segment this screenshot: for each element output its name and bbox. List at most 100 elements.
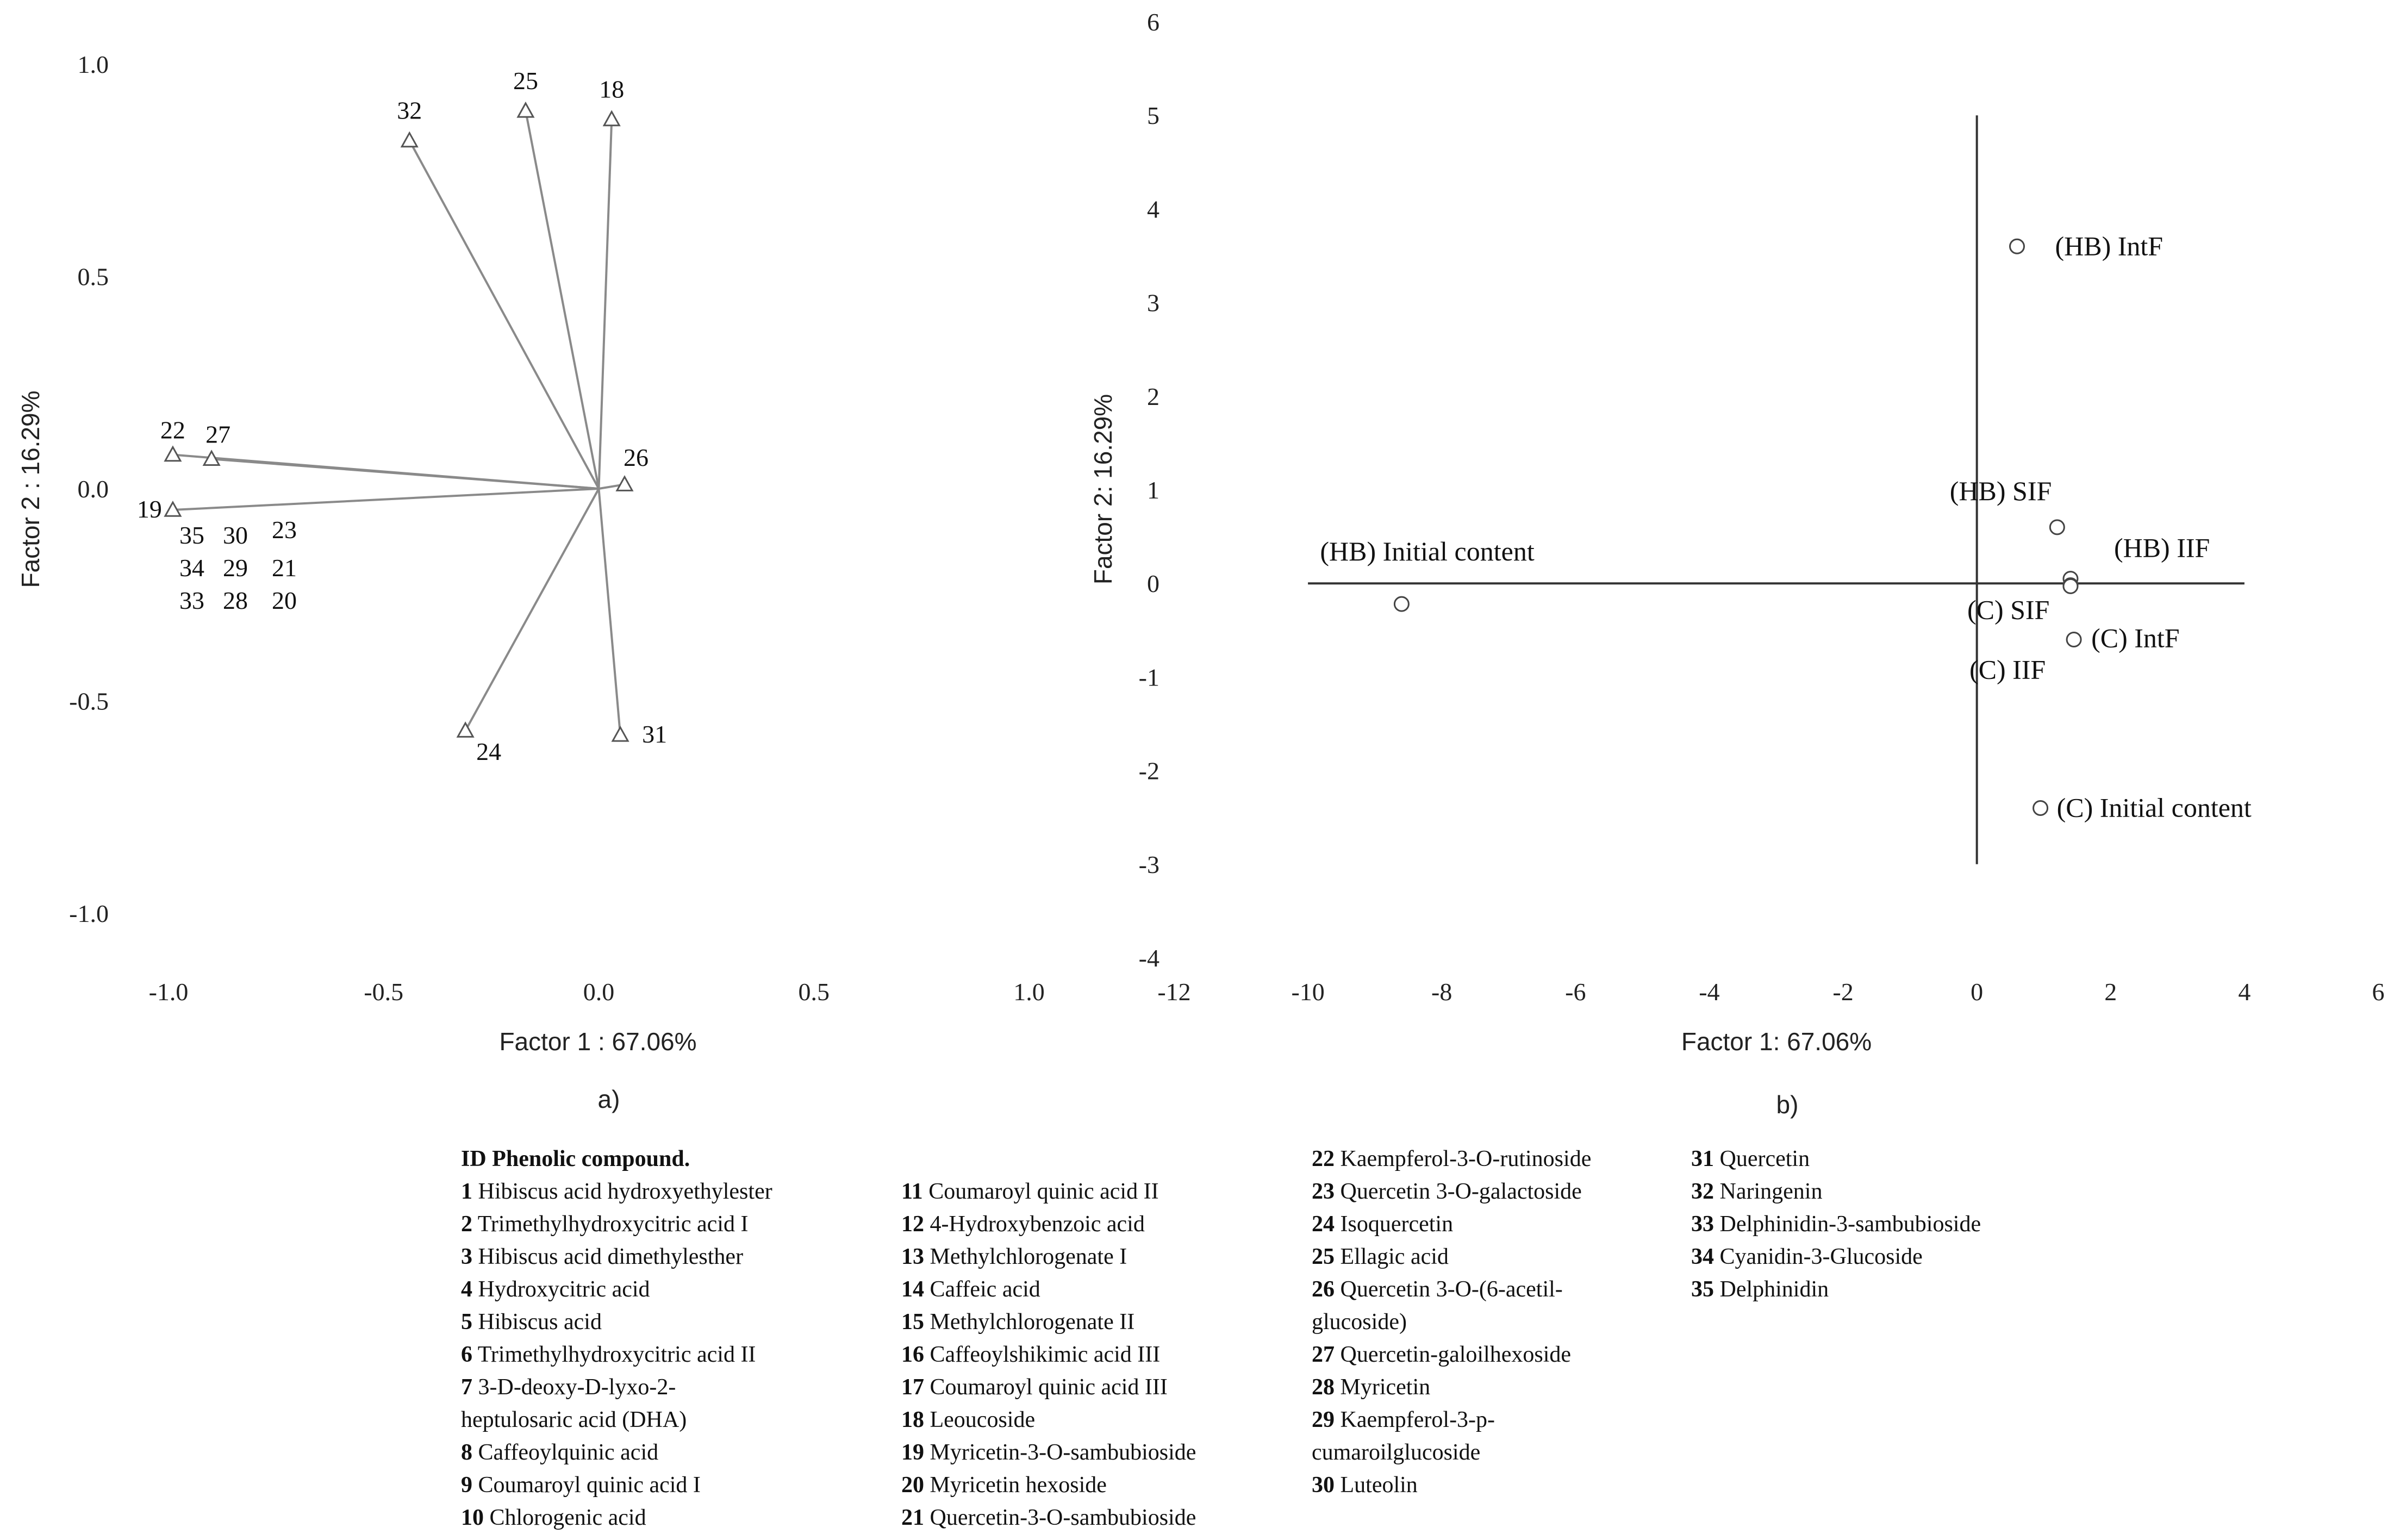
chart-b-y-tick-label: 4 — [1147, 195, 1159, 223]
legend-item-name: Trimethylhydroxycitric acid I — [472, 1212, 749, 1237]
legend-item-id: 21 — [901, 1505, 924, 1530]
legend-item: 2 Trimethylhydroxycitric acid I — [461, 1208, 772, 1240]
legend-item-id: 19 — [901, 1440, 924, 1465]
chart-a-vector-label: 27 — [205, 420, 230, 448]
chart-b-x-tick-label: -6 — [1565, 978, 1586, 1006]
legend-item-id: 29 — [1312, 1407, 1335, 1432]
chart-a-vector-marker — [456, 721, 475, 738]
legend-item: 19 Myricetin-3-O-sambubioside — [901, 1436, 1196, 1469]
legend-item: 23 Quercetin 3-O-galactoside — [1312, 1175, 1591, 1208]
legend-item: 25 Ellagic acid — [1312, 1240, 1591, 1273]
legend-item: 32 Naringenin — [1691, 1175, 1981, 1208]
chart-a-cluster-label: 33 — [179, 587, 204, 614]
chart-a-vector-line — [408, 140, 600, 489]
chart-b-point-label: (HB) SIF — [1950, 476, 2052, 506]
chart-a-panel-label: a) — [598, 1085, 620, 1113]
legend-item-id: 4 — [461, 1277, 472, 1302]
chart-b-y-tick-label: 1 — [1147, 476, 1159, 504]
legend-item: 4 Hydroxycitric acid — [461, 1273, 772, 1306]
chart-b-point — [2049, 519, 2065, 535]
chart-b-y-tick-label: 6 — [1147, 8, 1159, 36]
legend-item: 15 Methylchlorogenate II — [901, 1306, 1196, 1338]
chart-a-x-tick-label: 1.0 — [1013, 978, 1045, 1006]
legend-item-name: Methylchlorogenate II — [924, 1310, 1135, 1335]
chart-a-vector-marker — [611, 725, 629, 742]
legend-item-id: 34 — [1691, 1244, 1714, 1269]
chart-b-point — [2009, 238, 2025, 254]
chart-a-vector-line — [464, 488, 600, 732]
chart-b-x-tick-label: 6 — [2372, 978, 2385, 1006]
legend-item-name: Caffeic acid — [924, 1277, 1040, 1302]
legend-item: 20 Myricetin hexoside — [901, 1469, 1196, 1501]
legend-item-name: Hibiscus acid dimethylesther — [472, 1244, 744, 1269]
chart-a-y-axis-label: Factor 2 : 16.29% — [16, 390, 45, 588]
legend-column: 1 Hibiscus acid hydroxyethylester 2 Trime… — [461, 1175, 772, 1534]
legend-item-name: Chlorogenic acid — [484, 1505, 646, 1530]
legend-item: 12 4-Hydroxybenzoic acid — [901, 1208, 1196, 1240]
chart-a: 1.0 0.5 0.0 -0.5 -1.0 -1.0 -0.5 0.0 0.5 1.0 32 25… — [16, 51, 1045, 1113]
legend-item-id: 18 — [901, 1407, 924, 1432]
chart-b: 6 5 4 3 2 1 0 -1 -2 -3 -4 -12 -10 -8 -6 -4 -2 0 2 4 6 (HB) … — [1089, 8, 2385, 1119]
legend-item-name: Kaempferol-3-O-rutinoside — [1335, 1146, 1592, 1171]
chart-a-vector-label: 24 — [476, 738, 501, 765]
chart-b-y-tick-label: -1 — [1139, 663, 1159, 691]
legend-item: 6 Trimethylhydroxycitric acid II — [461, 1338, 772, 1371]
legend-item: 11 Coumaroyl quinic acid II — [901, 1175, 1196, 1208]
legend-item-id: 15 — [901, 1310, 924, 1335]
chart-b-x-axis-label: Factor 1: 67.06% — [1681, 1027, 1872, 1056]
chart-b-y-tick-label: -3 — [1139, 851, 1159, 878]
legend-item: 16 Caffeoylshikimic acid III — [901, 1338, 1196, 1371]
legend-item: 24 Isoquercetin — [1312, 1208, 1591, 1240]
chart-b-point-label: (C) IntF — [2091, 623, 2180, 653]
chart-a-x-tick-label: -0.5 — [364, 978, 403, 1006]
chart-a-y-tick-label: -0.5 — [69, 688, 109, 715]
chart-b-point — [2033, 800, 2049, 816]
legend-item: 1 Hibiscus acid hydroxyethylester — [461, 1175, 772, 1208]
chart-b-y-tick-label: 3 — [1147, 289, 1159, 317]
legend-item-name: Quercetin-3-O-sambubioside — [924, 1505, 1196, 1530]
legend-item-name: Trimethylhydroxycitric acid II — [472, 1342, 756, 1367]
legend-item: 13 Methylchlorogenate I — [901, 1240, 1196, 1273]
legend-item-name: Quercetin 3-O-(6-acetil- — [1335, 1277, 1563, 1302]
chart-b-y-tick-label: 2 — [1147, 383, 1159, 410]
legend-item-id: 10 — [461, 1505, 484, 1530]
chart-b-x-tick-label: -10 — [1291, 978, 1324, 1006]
chart-a-vector-label: 26 — [624, 444, 649, 471]
legend-item-name: Caffeoylquinic acid — [472, 1440, 659, 1465]
chart-b-x-tick-label: -12 — [1157, 978, 1190, 1006]
legend-item-id: 32 — [1691, 1179, 1714, 1204]
legend-item-name: Coumaroyl quinic acid III — [924, 1375, 1168, 1400]
chart-a-vector-label: 32 — [397, 97, 422, 124]
legend-item: 21 Quercetin-3-O-sambubioside — [901, 1501, 1196, 1534]
legend-item-id: 6 — [461, 1342, 472, 1367]
legend-item-name: Luteolin — [1335, 1473, 1418, 1498]
legend-item: 5 Hibiscus acid — [461, 1306, 772, 1338]
legend-item-id: 30 — [1312, 1473, 1335, 1498]
chart-a-x-tick-label: 0.5 — [799, 978, 830, 1006]
chart-a-vector-marker — [164, 500, 182, 517]
chart-b-x-tick-label: 4 — [2238, 978, 2250, 1006]
chart-a-cluster-label: 28 — [223, 587, 248, 614]
legend-item-name: 4-Hydroxybenzoic acid — [924, 1212, 1145, 1237]
legend-item-id: 8 — [461, 1440, 472, 1465]
legend-item: 31 Quercetin — [1691, 1143, 1981, 1175]
legend-item-id: 24 — [1312, 1212, 1335, 1237]
chart-b-point — [1393, 596, 1410, 612]
chart-b-point-label: (C) IIF — [1969, 654, 2046, 684]
chart-a-cluster-label: 21 — [272, 554, 297, 582]
chart-a-vector-line — [597, 119, 613, 489]
legend-item-id: 25 — [1312, 1244, 1335, 1269]
legend-item-id: 1 — [461, 1179, 472, 1204]
legend-header: ID Phenolic compound. — [461, 1146, 690, 1171]
legend-item-name: Quercetin-galoilhexoside — [1335, 1342, 1572, 1367]
chart-b-point-label: (HB) Initial content — [1320, 536, 1534, 566]
legend-item: 34 Cyanidin-3-Glucoside — [1691, 1240, 1981, 1273]
legend-item-name: Hydroxycitric acid — [472, 1277, 650, 1302]
legend-item-name: Coumaroyl quinic acid I — [472, 1473, 701, 1498]
legend-item-name: Kaempferol-3-p- — [1335, 1407, 1495, 1432]
legend-item-name: Coumaroyl quinic acid II — [922, 1179, 1159, 1204]
legend-item: 17 Coumaroyl quinic acid III — [901, 1371, 1196, 1404]
legend-item: 7 3-D-deoxy-D-lyxo-2- — [461, 1371, 772, 1404]
compound-legend: ID Phenolic compound. 1 Hibiscus acid hy… — [461, 1143, 2200, 1534]
